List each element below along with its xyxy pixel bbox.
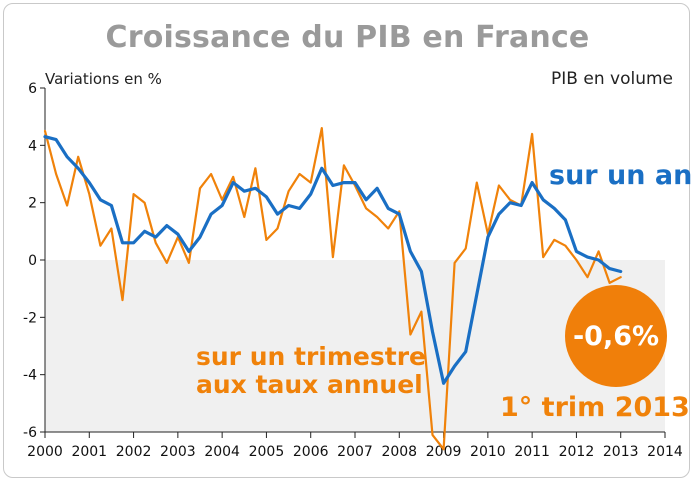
x-tick-label: 2006 [293, 444, 329, 460]
quarterly-series-label-line1: sur un trimestre [196, 342, 426, 371]
y-tick-label: -6 [23, 425, 37, 441]
x-tick-label: 2007 [337, 444, 373, 460]
latest-period-label: 1° trim 2013 [500, 392, 690, 423]
x-tick-label: 2014 [647, 444, 683, 460]
x-tick-label: 2011 [514, 444, 550, 460]
x-tick-label: 2001 [71, 444, 107, 460]
y-tick-label: 4 [28, 138, 37, 154]
chart-title: Croissance du PIB en France [105, 20, 590, 55]
x-tick-label: 2010 [470, 444, 506, 460]
x-tick-label: 2008 [381, 444, 417, 460]
negative-region-band [45, 260, 665, 432]
quarterly-series-label: sur un trimestre aux taux annuel [196, 343, 426, 399]
x-tick-label: 2013 [603, 444, 639, 460]
chart-subtitle: PIB en volume [551, 69, 673, 89]
annual-series-label: sur un an [549, 160, 693, 191]
y-axis-unit-label: Variations en % [45, 70, 162, 88]
y-tick-label: -4 [23, 368, 37, 384]
x-tick-label: 2009 [426, 444, 462, 460]
x-tick-label: 2005 [249, 444, 285, 460]
x-tick-label: 2012 [559, 444, 595, 460]
quarterly-series-label-line2: aux taux annuel [196, 370, 423, 399]
y-tick-label: -2 [23, 310, 37, 326]
y-tick-label: 2 [28, 196, 37, 212]
annual-series-line [43, 135, 623, 385]
x-tick-label: 2000 [27, 444, 63, 460]
x-tick-label: 2003 [160, 444, 196, 460]
y-tick-label: 6 [28, 81, 37, 97]
latest-value-badge: -0,6% [565, 285, 667, 387]
x-tick-label: 2002 [116, 444, 152, 460]
x-tick-label: 2004 [204, 444, 240, 460]
y-tick-label: 0 [28, 253, 37, 269]
quarterly-series-line [43, 127, 622, 451]
